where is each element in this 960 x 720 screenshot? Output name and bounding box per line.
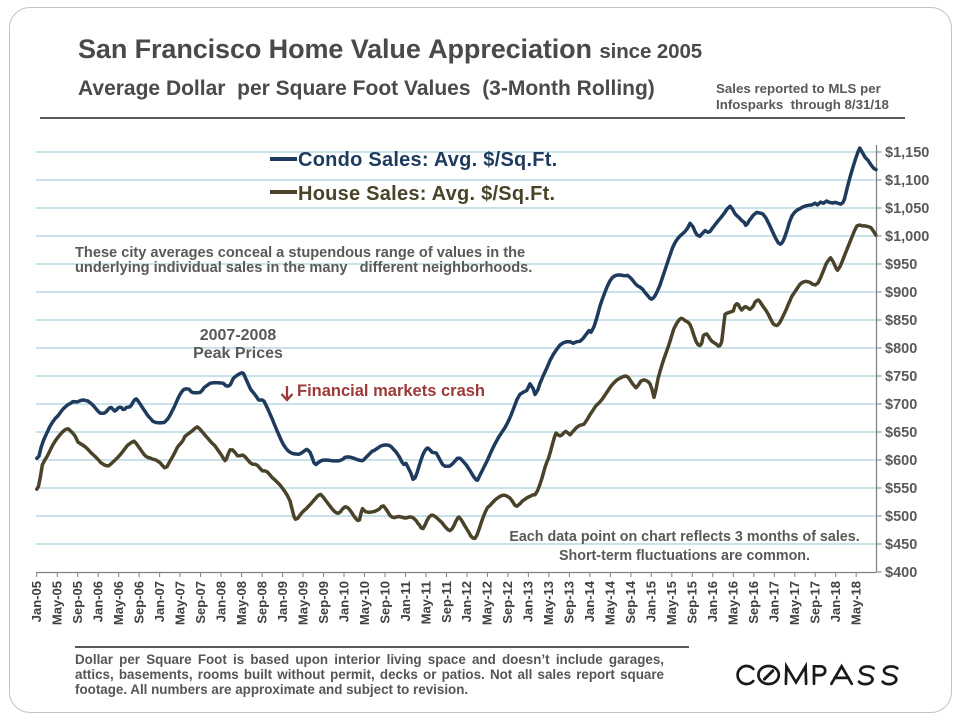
svg-text:$450: $450 <box>885 537 917 553</box>
svg-text:Jan-14: Jan-14 <box>582 580 597 622</box>
svg-text:$800: $800 <box>885 341 917 357</box>
svg-text:Sep-14: Sep-14 <box>623 580 638 623</box>
svg-text:Jan-17: Jan-17 <box>767 581 782 622</box>
svg-text:Sep-09: Sep-09 <box>316 581 331 624</box>
svg-text:May-06: May-06 <box>111 581 126 625</box>
svg-text:May-15: May-15 <box>664 581 679 625</box>
svg-text:Sep-17: Sep-17 <box>808 581 823 624</box>
svg-text:May-16: May-16 <box>726 581 741 625</box>
svg-text:Sep-15: Sep-15 <box>685 581 700 624</box>
svg-text:Jan-06: Jan-06 <box>91 581 106 622</box>
svg-text:Sep-12: Sep-12 <box>500 581 515 624</box>
svg-text:Sep-16: Sep-16 <box>746 581 761 624</box>
svg-text:Jan-12: Jan-12 <box>459 581 474 622</box>
svg-text:Jan-10: Jan-10 <box>336 581 351 622</box>
svg-text:Jan-08: Jan-08 <box>213 581 228 622</box>
svg-text:$700: $700 <box>885 397 917 413</box>
svg-text:$650: $650 <box>885 425 917 441</box>
svg-text:$550: $550 <box>885 481 917 497</box>
svg-text:$950: $950 <box>885 257 917 273</box>
svg-text:Jan-13: Jan-13 <box>521 581 536 622</box>
svg-text:May-09: May-09 <box>295 581 310 625</box>
svg-text:Sep-11: Sep-11 <box>439 581 454 623</box>
svg-text:$1,100: $1,100 <box>885 173 929 189</box>
svg-text:$1,150: $1,150 <box>885 145 929 161</box>
svg-text:Jan-07: Jan-07 <box>152 581 167 622</box>
svg-text:$900: $900 <box>885 285 917 301</box>
svg-text:$400: $400 <box>885 565 917 581</box>
svg-text:Jan-16: Jan-16 <box>705 581 720 622</box>
svg-text:$1,050: $1,050 <box>885 201 929 217</box>
svg-text:May-08: May-08 <box>234 581 249 625</box>
svg-text:Jan-05: Jan-05 <box>29 581 44 622</box>
svg-text:Sep-06: Sep-06 <box>131 581 146 624</box>
svg-text:Sep-05: Sep-05 <box>70 581 85 624</box>
svg-text:May-12: May-12 <box>480 581 495 625</box>
svg-text:$600: $600 <box>885 453 917 469</box>
svg-text:$1,000: $1,000 <box>885 229 929 245</box>
svg-text:May-05: May-05 <box>50 581 65 625</box>
svg-text:Sep-10: Sep-10 <box>377 581 392 624</box>
svg-text:Jan-09: Jan-09 <box>275 581 290 622</box>
svg-text:Jan-18: Jan-18 <box>828 581 843 622</box>
svg-text:May-07: May-07 <box>172 581 187 625</box>
svg-text:Jan-15: Jan-15 <box>644 581 659 622</box>
svg-text:Sep-08: Sep-08 <box>254 581 269 624</box>
svg-text:$750: $750 <box>885 369 917 385</box>
svg-text:Jan-11: Jan-11 <box>398 581 413 621</box>
svg-text:Sep-07: Sep-07 <box>193 581 208 624</box>
svg-text:May-13: May-13 <box>541 581 556 625</box>
svg-text:$850: $850 <box>885 313 917 329</box>
svg-text:May-14: May-14 <box>603 580 618 625</box>
svg-text:$500: $500 <box>885 509 917 525</box>
svg-text:May-10: May-10 <box>357 581 372 625</box>
svg-text:May-18: May-18 <box>849 581 864 625</box>
svg-text:May-17: May-17 <box>787 581 802 625</box>
svg-text:May-11: May-11 <box>418 581 433 624</box>
svg-text:Sep-13: Sep-13 <box>562 581 577 624</box>
